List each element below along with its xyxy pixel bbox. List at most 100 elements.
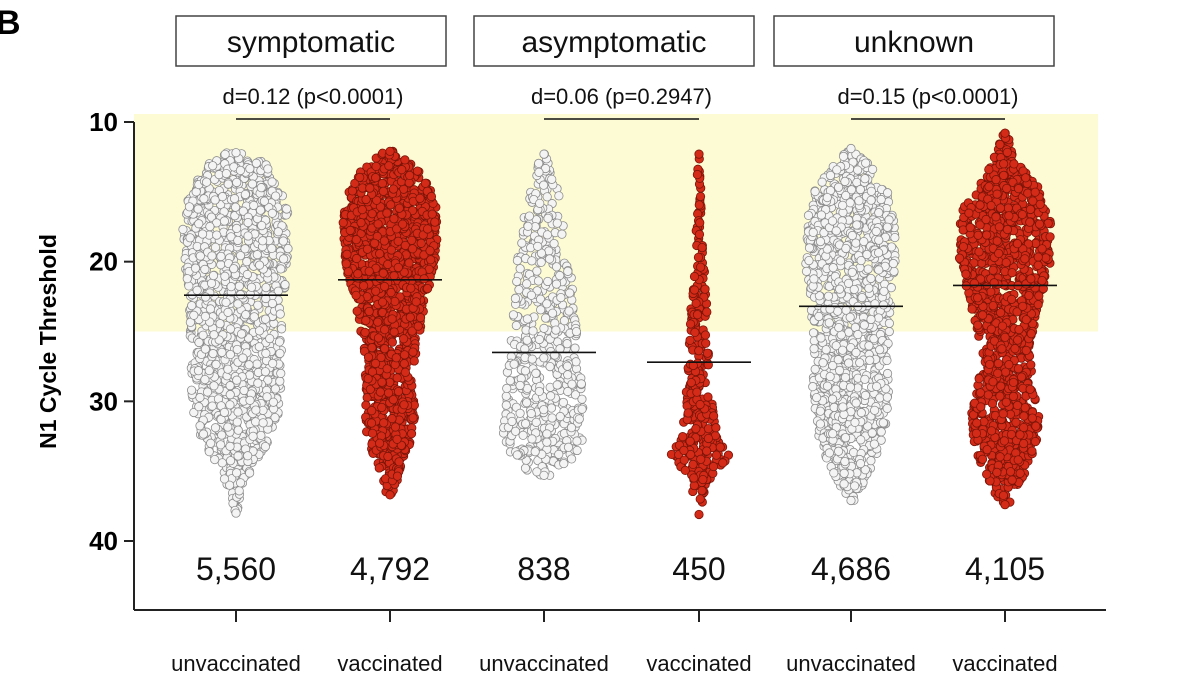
data-point <box>572 445 582 456</box>
data-point <box>841 243 851 254</box>
data-point <box>824 318 834 328</box>
data-point <box>875 345 885 355</box>
data-point <box>539 149 549 159</box>
data-point <box>357 205 367 215</box>
data-point <box>235 165 246 176</box>
data-point <box>849 447 859 457</box>
data-point <box>840 176 850 186</box>
data-point <box>679 445 689 455</box>
data-point <box>545 361 555 372</box>
data-point <box>251 405 261 415</box>
data-point <box>206 212 217 222</box>
data-point <box>194 337 204 348</box>
data-point <box>870 405 880 415</box>
data-point <box>232 417 242 427</box>
data-point <box>406 429 417 439</box>
data-point <box>685 335 695 345</box>
data-point <box>210 195 220 205</box>
data-point <box>189 407 199 418</box>
data-point <box>810 186 820 197</box>
data-point <box>683 408 693 418</box>
data-point <box>375 249 385 259</box>
data-point <box>382 364 392 374</box>
data-point <box>866 186 876 196</box>
data-point <box>524 211 535 221</box>
data-point <box>817 177 827 187</box>
data-point <box>268 358 278 369</box>
data-point <box>833 446 844 456</box>
data-point <box>243 451 253 461</box>
data-point <box>217 458 227 468</box>
data-point <box>822 192 832 203</box>
data-point <box>242 269 252 280</box>
data-point <box>867 428 877 438</box>
data-point <box>411 297 421 307</box>
data-point <box>505 376 515 386</box>
data-point <box>238 353 248 363</box>
data-point <box>394 203 404 213</box>
data-point <box>241 310 251 320</box>
data-point <box>801 266 812 276</box>
data-point <box>254 326 265 336</box>
data-point <box>341 259 351 269</box>
data-point <box>838 200 848 210</box>
data-point <box>370 358 381 369</box>
data-point <box>862 249 872 260</box>
data-point <box>808 382 818 392</box>
data-point <box>694 509 704 520</box>
data-point <box>267 208 277 218</box>
data-point <box>557 229 567 239</box>
data-point <box>207 401 217 411</box>
data-point <box>694 346 704 356</box>
data-point <box>256 183 266 193</box>
data-point <box>280 280 290 290</box>
data-point <box>263 164 273 174</box>
data-point <box>189 310 199 320</box>
data-point <box>363 374 373 384</box>
data-point <box>267 298 278 309</box>
data-point <box>230 202 241 212</box>
data-point <box>359 281 369 291</box>
data-point <box>399 400 409 410</box>
data-point <box>571 326 582 337</box>
data-point <box>235 478 246 488</box>
data-point <box>555 270 565 281</box>
data-point <box>695 191 706 202</box>
data-point <box>345 225 355 235</box>
data-point <box>694 149 704 159</box>
swarm-symptomatic-unvaccinated <box>178 148 293 518</box>
data-point <box>391 353 401 363</box>
data-point <box>197 229 208 239</box>
data-point <box>692 310 703 320</box>
data-point <box>574 414 584 424</box>
data-point <box>711 423 721 433</box>
data-point <box>512 450 522 460</box>
data-point <box>342 249 352 259</box>
data-point <box>547 413 557 423</box>
data-point <box>238 206 248 216</box>
data-point <box>422 224 433 234</box>
data-point <box>412 166 423 176</box>
data-point <box>816 333 826 343</box>
data-point <box>186 385 197 395</box>
data-point <box>212 230 222 240</box>
data-point <box>234 281 244 291</box>
data-point <box>236 329 247 339</box>
data-point <box>274 337 285 347</box>
data-point <box>518 430 528 440</box>
data-point <box>226 282 236 292</box>
data-point <box>392 434 402 444</box>
data-point <box>530 447 540 457</box>
data-point <box>408 347 418 357</box>
data-point <box>378 268 388 278</box>
data-point <box>861 158 871 168</box>
data-point <box>697 243 707 253</box>
data-point <box>185 233 195 243</box>
data-point <box>187 301 197 311</box>
data-point <box>225 324 236 334</box>
data-point <box>245 164 255 174</box>
data-point <box>253 378 263 388</box>
data-point <box>824 448 835 458</box>
data-point <box>361 194 371 205</box>
